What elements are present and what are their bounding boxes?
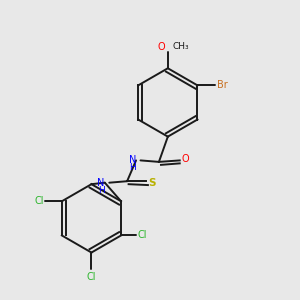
Text: N: N xyxy=(98,178,105,188)
Text: Br: Br xyxy=(217,80,227,90)
Text: H: H xyxy=(98,186,105,195)
Text: CH₃: CH₃ xyxy=(172,42,189,51)
Text: N: N xyxy=(129,155,136,165)
Text: O: O xyxy=(181,154,189,164)
Text: S: S xyxy=(148,178,155,188)
Text: O: O xyxy=(158,42,166,52)
Text: Cl: Cl xyxy=(87,272,96,282)
Text: Cl: Cl xyxy=(34,196,44,206)
Text: H: H xyxy=(129,163,136,172)
Text: Cl: Cl xyxy=(137,230,147,241)
